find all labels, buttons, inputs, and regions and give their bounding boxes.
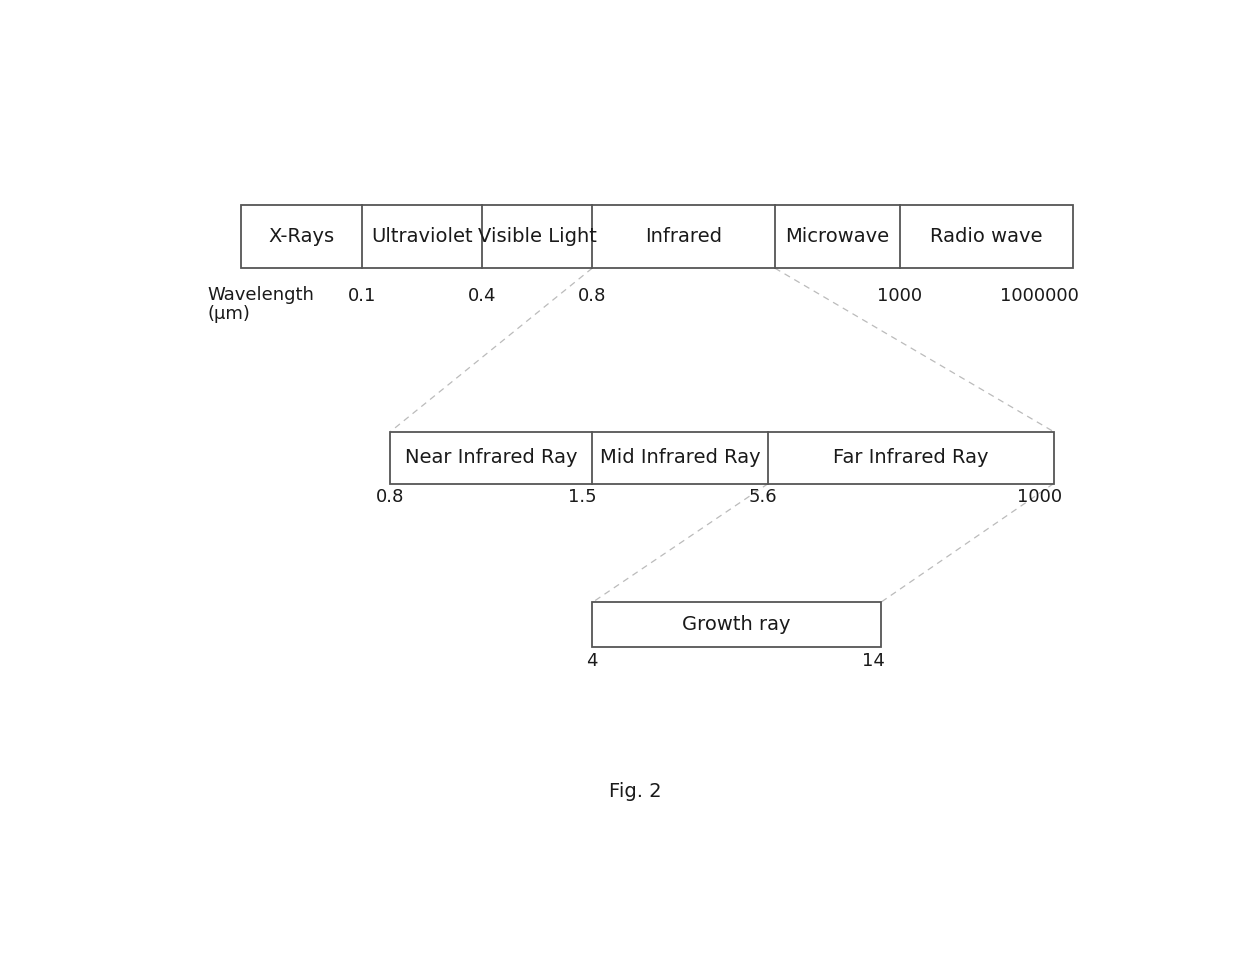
- Bar: [242, 205, 1073, 268]
- Text: Radio wave: Radio wave: [930, 227, 1043, 246]
- Text: Near Infrared Ray: Near Infrared Ray: [405, 448, 578, 467]
- Text: Growth ray: Growth ray: [682, 616, 791, 634]
- Text: (μm): (μm): [208, 305, 250, 323]
- Text: 0.8: 0.8: [578, 288, 606, 306]
- Text: Wavelength: Wavelength: [208, 286, 315, 304]
- Text: Fig. 2: Fig. 2: [609, 783, 662, 802]
- Bar: [593, 602, 880, 648]
- Text: Ultraviolet: Ultraviolet: [371, 227, 472, 246]
- Text: Far Infrared Ray: Far Infrared Ray: [833, 448, 988, 467]
- Text: X-Rays: X-Rays: [269, 227, 335, 246]
- Text: 14: 14: [862, 651, 885, 670]
- Text: Visible Light: Visible Light: [477, 227, 596, 246]
- Text: 4: 4: [587, 651, 598, 670]
- Text: Mid Infrared Ray: Mid Infrared Ray: [600, 448, 760, 467]
- Text: 1000: 1000: [877, 288, 923, 306]
- Text: 0.4: 0.4: [467, 288, 496, 306]
- Text: Infrared: Infrared: [645, 227, 722, 246]
- Text: Microwave: Microwave: [785, 227, 889, 246]
- Text: 0.1: 0.1: [347, 288, 376, 306]
- Bar: [391, 431, 1054, 483]
- Text: 1000: 1000: [1017, 488, 1061, 506]
- Text: 0.8: 0.8: [376, 488, 404, 506]
- Text: 5.6: 5.6: [749, 488, 777, 506]
- Text: 1000000: 1000000: [999, 288, 1079, 306]
- Text: 1.5: 1.5: [568, 488, 596, 506]
